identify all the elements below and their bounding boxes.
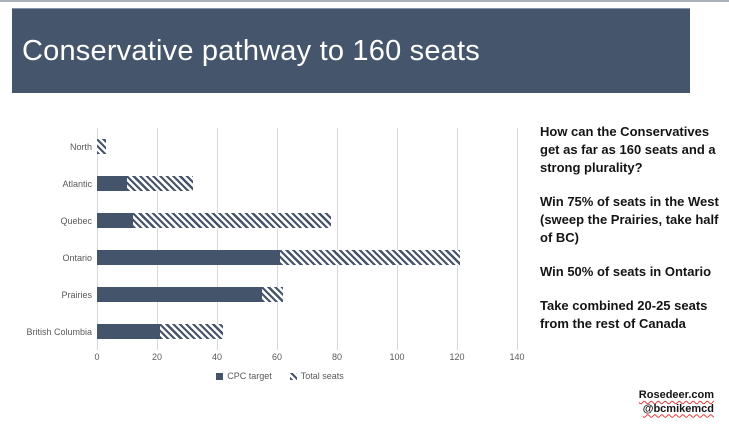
category-label: Quebec (60, 215, 92, 226)
bar-total-seats (160, 324, 223, 339)
bar-total-seats (133, 213, 331, 228)
legend-item-cpc-target: CPC target (216, 371, 272, 381)
bar-cpc-target (97, 176, 127, 191)
x-axis-tick-label: 80 (331, 352, 342, 362)
x-axis-tick-label: 100 (389, 352, 405, 362)
bar-total-seats (262, 287, 283, 302)
total-seats-swatch-icon (289, 372, 297, 380)
notes-paragraph-ontario: Win 50% of seats in Ontario (540, 264, 712, 279)
x-axis-tick-label: 60 (271, 352, 282, 362)
x-axis-tick-label: 0 (94, 352, 100, 362)
notes-paragraph-rest-of-canada: Take combined 20-25 seats from the rest … (540, 298, 708, 331)
bar-total-seats (280, 250, 460, 265)
notes-paragraph-question: How can the Conservatives get as far as … (540, 124, 716, 175)
credit-website-link[interactable]: Rosedeer.com (638, 389, 714, 401)
notes-paragraph-west: Win 75% of seats in the West (sweep the … (540, 194, 719, 245)
chart-row (97, 250, 460, 265)
legend-label-total-seats: Total seats (300, 371, 344, 381)
category-label: Ontario (62, 252, 92, 263)
chart-row (97, 139, 106, 154)
window-top-edge (0, 0, 729, 2)
x-axis-tick-label: 40 (211, 352, 222, 362)
category-label: British Columbia (26, 326, 92, 337)
bar-cpc-target (97, 324, 160, 339)
x-axis-tick-label: 120 (449, 352, 465, 362)
cpc-target-swatch-icon (216, 372, 224, 380)
title-banner: Conservative pathway to 160 seats (12, 8, 690, 93)
slide-title: Conservative pathway to 160 seats (22, 34, 480, 67)
chart-row (97, 213, 331, 228)
x-axis-tick-label: 20 (151, 352, 162, 362)
chart-row (97, 176, 193, 191)
chart-row (97, 324, 223, 339)
bar-cpc-target (97, 213, 133, 228)
credits: Rosedeer.com @bcmikemcd (639, 389, 714, 416)
category-label: North (69, 141, 92, 152)
plot-area (97, 128, 518, 350)
chart-row (97, 287, 283, 302)
category-label: Prairies (61, 289, 92, 300)
x-axis-labels: 0 20 40 60 80 100 120 140 (94, 352, 524, 364)
legend-label-cpc-target: CPC target (227, 371, 272, 381)
bar-total-seats (97, 139, 106, 154)
category-labels: North Atlantic Quebec Ontario Prairies Britis… (0, 128, 92, 350)
bar-cpc-target (97, 287, 262, 302)
bar-total-seats (127, 176, 193, 191)
legend-item-total-seats: Total seats (289, 371, 344, 381)
credit-twitter-handle[interactable]: @bcmikemcd (642, 402, 714, 415)
x-axis-tick-label: 140 (509, 352, 525, 362)
category-label: Atlantic (62, 178, 92, 189)
notes-text-block: How can the Conservatives get as far as … (540, 123, 723, 349)
chart-legend: CPC target Total seats (0, 371, 560, 381)
bar-cpc-target (97, 250, 280, 265)
